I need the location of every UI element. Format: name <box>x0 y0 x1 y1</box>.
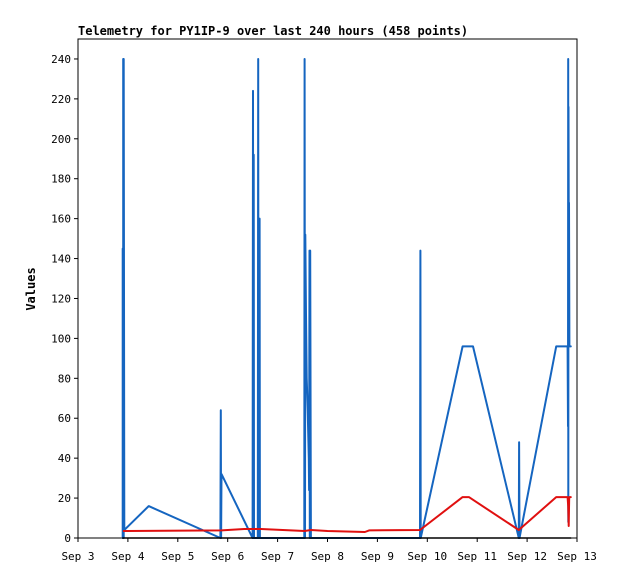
y-tick-label: 20 <box>58 492 71 505</box>
series-line-1 <box>122 496 572 533</box>
y-tick-label: 160 <box>51 213 71 226</box>
x-tick-label: Sep 8 <box>311 550 344 563</box>
x-tick-label: Sep 12 <box>507 550 547 563</box>
x-tick-label: Sep 10 <box>407 550 447 563</box>
x-tick-label: Sep 3 <box>61 550 94 563</box>
x-tick-label: Sep 4 <box>111 550 144 563</box>
series-line-0 <box>121 58 572 539</box>
y-tick-label: 140 <box>51 253 71 266</box>
y-tick-label: 240 <box>51 53 71 66</box>
y-tick-label: 220 <box>51 93 71 106</box>
y-axis-ticks: 0 20 40 60 80 100 120 140 160 180 200 220 240 <box>51 53 78 545</box>
x-tick-label: Sep 7 <box>261 550 294 563</box>
y-tick-label: 0 <box>64 532 71 545</box>
y-tick-label: 200 <box>51 133 71 146</box>
x-tick-label: Sep 11 <box>457 550 497 563</box>
y-tick-label: 180 <box>51 173 71 186</box>
y-axis-label: Values <box>24 267 38 310</box>
x-tick-label: Sep 13 <box>557 550 597 563</box>
x-tick-label: Sep 9 <box>361 550 394 563</box>
y-tick-label: 120 <box>51 292 71 305</box>
x-tick-label: Sep 5 <box>161 550 194 563</box>
y-tick-label: 100 <box>51 332 71 345</box>
series-layer <box>121 58 572 539</box>
x-tick-label: Sep 6 <box>211 550 244 563</box>
y-tick-label: 80 <box>58 372 71 385</box>
plot-frame <box>77 38 578 539</box>
y-tick-label: 40 <box>58 452 71 465</box>
chart-title: Telemetry for PY1IP-9 over last 240 hour… <box>78 24 468 38</box>
x-axis-ticks: Sep 3 Sep 4 Sep 5 Sep 6 Sep 7 Sep 8 Sep 9 Sep 1… <box>61 538 597 563</box>
y-tick-label: 60 <box>58 412 71 425</box>
